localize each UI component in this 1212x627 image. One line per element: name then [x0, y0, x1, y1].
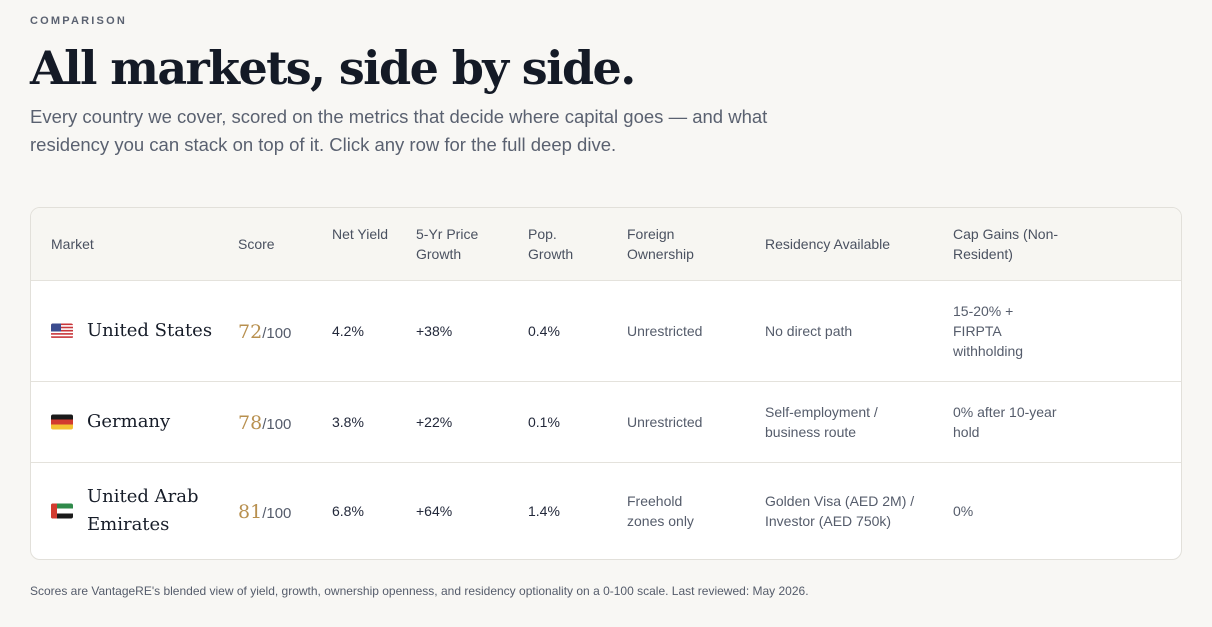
- section-eyebrow: COMPARISON: [30, 15, 127, 27]
- market-name: United Arab Emirates: [87, 486, 199, 535]
- germany-flag-icon: [51, 414, 73, 430]
- table-header: Market Score Net Yield 5-Yr Price Growth…: [31, 208, 1181, 281]
- residency-available: Golden Visa (AED 2M) / Investor (AED 750…: [765, 493, 915, 529]
- score: 81/100: [238, 501, 292, 523]
- price-growth: +64%: [416, 503, 453, 519]
- residency-available: No direct path: [765, 323, 853, 339]
- foreign-ownership: Unrestricted: [627, 323, 703, 339]
- footnote: Scores are VantageRE's blended view of y…: [30, 584, 809, 598]
- pop-growth: 0.4%: [528, 323, 560, 339]
- header-cap-gains: Cap Gains (Non-Resident): [953, 226, 1059, 262]
- price-growth: +38%: [416, 323, 453, 339]
- net-yield: 3.8%: [332, 414, 364, 430]
- market-name: Germany: [87, 411, 171, 432]
- score: 72/100: [238, 321, 292, 343]
- residency-available: Self-employment / business route: [765, 404, 878, 440]
- cap-gains: 0%: [953, 503, 974, 519]
- score: 78/100: [238, 412, 292, 434]
- foreign-ownership: Freehold zones only: [627, 493, 694, 529]
- pop-growth: 0.1%: [528, 414, 560, 430]
- header-market: Market: [51, 236, 94, 252]
- header-price-growth: 5-Yr Price Growth: [416, 226, 479, 262]
- header-pop-growth: Pop. Growth: [528, 226, 574, 262]
- us-flag-icon: [51, 323, 73, 339]
- uae-flag-icon: [51, 503, 73, 519]
- comparison-table: Market Score Net Yield 5-Yr Price Growth…: [30, 207, 1182, 560]
- table-row[interactable]: United Arab Emirates 81/100 6.8% +64% 1.…: [31, 463, 1181, 559]
- table-row[interactable]: United States 72/100 4.2% +38% 0.4% Unre…: [31, 281, 1181, 382]
- cap-gains: 0% after 10-year hold: [953, 404, 1057, 440]
- section-description: Every country we cover, scored on the me…: [30, 106, 768, 155]
- pop-growth: 1.4%: [528, 503, 560, 519]
- header-residency: Residency Available: [765, 236, 891, 252]
- market-name: United States: [87, 320, 213, 341]
- header-net-yield: Net Yield: [332, 226, 389, 242]
- table-row[interactable]: Germany 78/100 3.8% +22% 0.1% Unrestrict…: [31, 382, 1181, 463]
- header-score: Score: [238, 236, 275, 252]
- cap-gains: 15-20% + FIRPTA withholding: [953, 303, 1024, 359]
- header-foreign-ownership: Foreign Ownership: [627, 226, 694, 262]
- page-title: All markets, side by side.: [30, 41, 636, 95]
- foreign-ownership: Unrestricted: [627, 414, 703, 430]
- net-yield: 6.8%: [332, 503, 364, 519]
- price-growth: +22%: [416, 414, 453, 430]
- net-yield: 4.2%: [332, 323, 364, 339]
